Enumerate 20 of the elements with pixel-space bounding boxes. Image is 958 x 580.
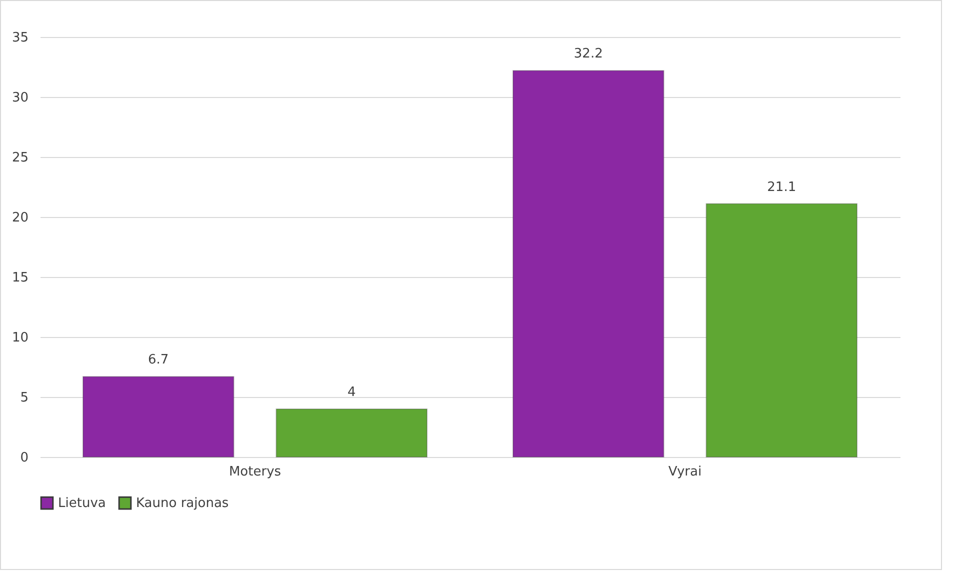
y-tick-label: 5 (20, 390, 28, 406)
x-tick-label: Moterys (228, 464, 282, 480)
y-tick-label: 0 (20, 450, 28, 466)
data-label: 6.7 (148, 352, 169, 368)
y-tick-label: 35 (12, 30, 28, 46)
bar (706, 203, 858, 458)
data-label: 21.1 (767, 180, 796, 195)
x-tick-label: Vyrai (668, 464, 702, 480)
legend-label: Lietuva (58, 496, 106, 512)
legend-label: Kauno rajonas (136, 496, 229, 512)
data-label: 4 (347, 385, 356, 400)
bar (512, 70, 664, 458)
y-tick-label: 25 (12, 150, 28, 166)
y-tick-label: 15 (12, 270, 28, 286)
y-tick-label: 30 (12, 90, 28, 106)
y-tick-label: 20 (12, 210, 28, 226)
bar (82, 376, 234, 458)
data-label: 32.2 (574, 46, 603, 62)
y-tick-label: 10 (12, 330, 28, 346)
bar (276, 408, 428, 458)
